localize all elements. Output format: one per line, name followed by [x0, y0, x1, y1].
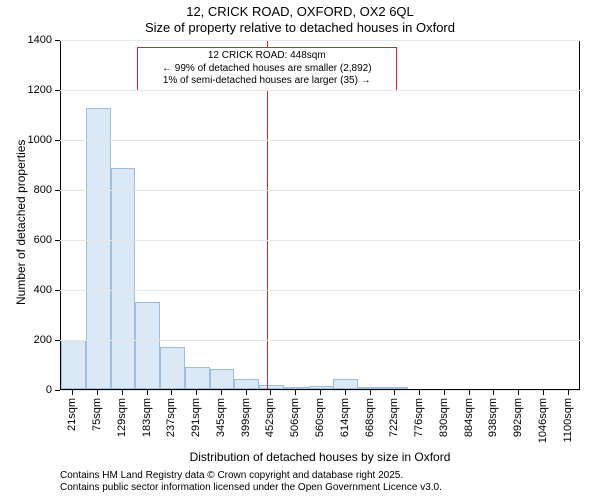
annotation-line: ← 99% of detached houses are smaller (2,…	[142, 63, 392, 76]
y-axis-label: Number of detached properties	[14, 140, 28, 305]
histogram-bar	[160, 347, 185, 390]
footer-line2: Contains public sector information licen…	[60, 482, 442, 493]
chart-title-line1: 12, CRICK ROAD, OXFORD, OX2 6QL	[0, 4, 600, 19]
ytick-label: 200	[12, 334, 52, 346]
annotation-box: 12 CRICK ROAD: 448sqm← 99% of detached h…	[137, 47, 397, 91]
xtick-label: 668sqm	[364, 398, 376, 437]
histogram-bar	[135, 302, 160, 390]
gridline	[60, 340, 580, 341]
xtick-label: 183sqm	[141, 398, 153, 437]
xtick-label: 399sqm	[240, 398, 252, 437]
xtick-label: 776sqm	[413, 398, 425, 437]
gridline	[60, 90, 580, 91]
histogram-bar	[185, 367, 210, 390]
gridline	[60, 290, 580, 291]
annotation-line: 1% of semi-detached houses are larger (3…	[142, 75, 392, 88]
histogram-bar	[61, 340, 86, 389]
xtick-label: 237sqm	[165, 398, 177, 437]
footer-line1: Contains HM Land Registry data © Crown c…	[60, 470, 403, 481]
chart-title-line2: Size of property relative to detached ho…	[0, 20, 600, 35]
xtick-label: 506sqm	[289, 398, 301, 437]
histogram-bar	[86, 108, 111, 389]
xtick-label: 722sqm	[388, 398, 400, 437]
x-axis-label: Distribution of detached houses by size …	[60, 450, 580, 464]
annotation-line: 12 CRICK ROAD: 448sqm	[142, 50, 392, 63]
plot-area: 12 CRICK ROAD: 448sqm← 99% of detached h…	[60, 40, 580, 390]
histogram-bar	[111, 168, 136, 389]
xtick-label: 884sqm	[463, 398, 475, 437]
reference-line	[267, 41, 268, 389]
xtick-label: 21sqm	[66, 398, 78, 431]
histogram-bar	[284, 387, 309, 390]
histogram-chart: 12, CRICK ROAD, OXFORD, OX2 6QL Size of …	[0, 0, 600, 500]
histogram-bar	[358, 387, 383, 390]
xtick-label: 452sqm	[264, 398, 276, 437]
xtick-label: 560sqm	[314, 398, 326, 437]
histogram-bar	[383, 387, 408, 389]
histogram-bar	[333, 379, 358, 389]
histogram-bar	[210, 369, 235, 389]
histogram-bar	[234, 379, 259, 389]
gridline	[60, 40, 580, 41]
xtick-label: 614sqm	[339, 398, 351, 437]
xtick-label: 938sqm	[487, 398, 499, 437]
ytick-label: 0	[12, 384, 52, 396]
xtick-label: 1046sqm	[537, 398, 549, 443]
xtick-label: 291sqm	[190, 398, 202, 437]
xtick-label: 992sqm	[512, 398, 524, 437]
histogram-bar	[309, 386, 334, 389]
gridline	[60, 240, 580, 241]
xtick-label: 129sqm	[116, 398, 128, 437]
ytick-label: 1400	[12, 34, 52, 46]
xtick-label: 75sqm	[91, 398, 103, 431]
xtick-label: 830sqm	[438, 398, 450, 437]
histogram-bar	[259, 385, 284, 389]
gridline	[60, 140, 580, 141]
xtick-label: 1100sqm	[562, 398, 574, 442]
xtick-label: 345sqm	[215, 398, 227, 437]
ytick-label: 1200	[12, 84, 52, 96]
gridline	[60, 190, 580, 191]
